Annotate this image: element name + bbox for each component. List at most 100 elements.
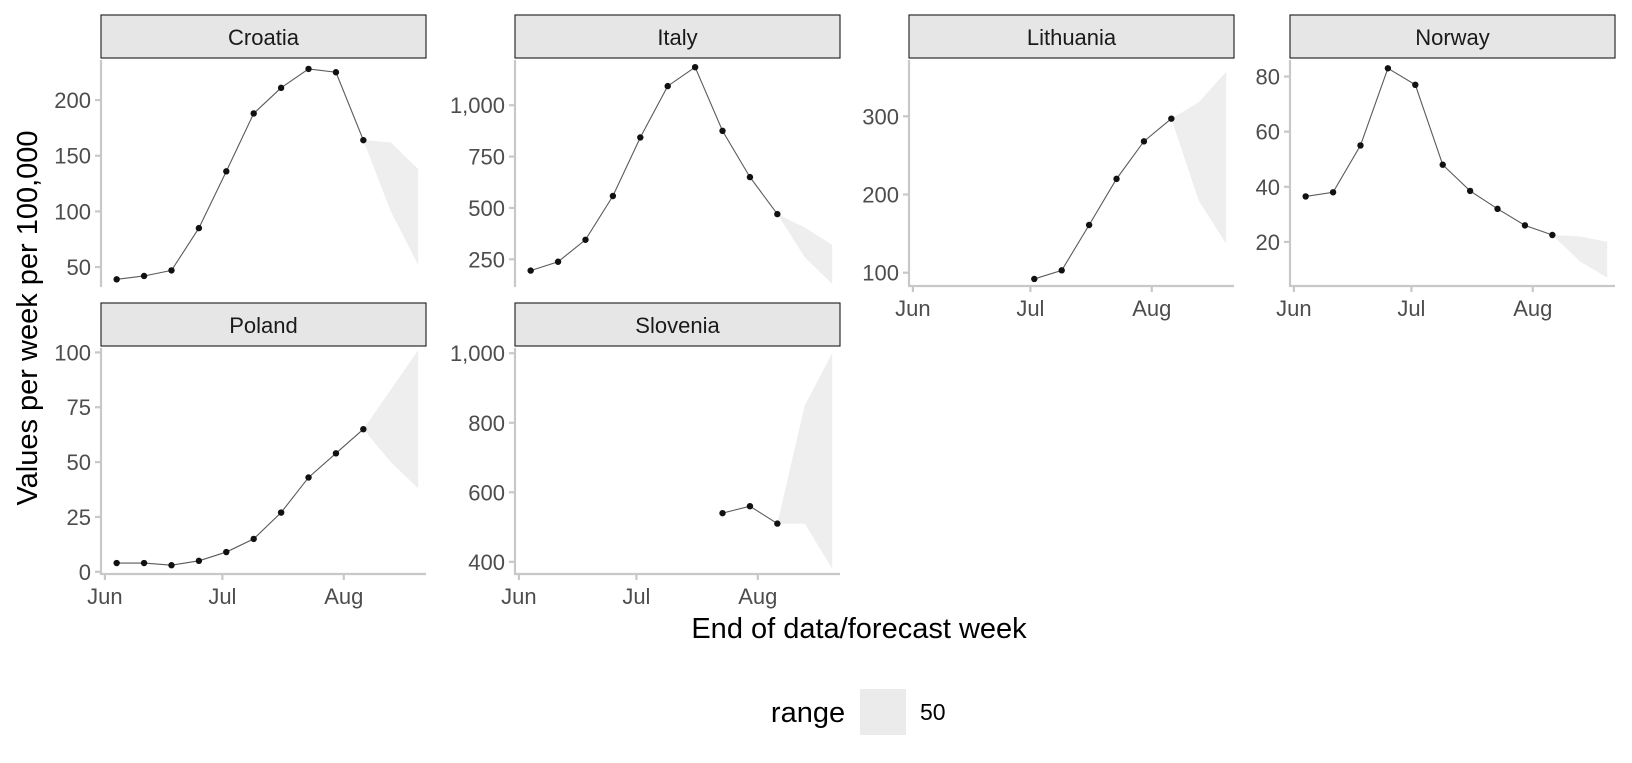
data-point (746, 173, 754, 181)
y-tick-label: 800 (468, 411, 505, 436)
x-tick-label: Jul (622, 584, 650, 609)
data-point (609, 192, 617, 200)
y-tick-label: 300 (862, 104, 899, 129)
facet-strip-lithuania (908, 14, 1235, 59)
data-point (1466, 187, 1474, 195)
legend-label-50: 50 (920, 699, 946, 725)
data-point (277, 84, 285, 92)
facet-strip-poland (100, 302, 427, 347)
range-50-band (1552, 235, 1608, 278)
facet-strip-label: Lithuania (1027, 25, 1117, 50)
data-point (1168, 115, 1175, 122)
legend-key-range-50 (860, 689, 906, 735)
range-50-band (363, 140, 419, 265)
data-point (719, 127, 726, 135)
facet-strip-label: Italy (657, 25, 697, 50)
y-tick-label: 1,000 (450, 93, 505, 118)
data-point (1302, 193, 1309, 200)
data-point (1439, 161, 1446, 168)
data-point (1412, 81, 1419, 89)
data-point (1031, 275, 1038, 283)
facet-strip-label: Croatia (228, 25, 300, 50)
data-point (1384, 65, 1392, 72)
x-tick-label: Aug (738, 584, 777, 609)
panel-lithuania: Lithuania 100 200 300 Jun Jul Aug (862, 14, 1235, 321)
data-point (1549, 231, 1556, 239)
y-tick-label: 100 (54, 340, 91, 365)
data-point (1329, 189, 1337, 196)
facet-strip-label: Slovenia (635, 313, 720, 338)
data-point (250, 535, 257, 543)
y-tick-label: 600 (468, 480, 505, 505)
panel-norway: Norway 20 40 60 80 Jun Jul Aug (1256, 14, 1616, 321)
data-point (360, 425, 367, 433)
data-point (774, 210, 781, 218)
data-point (250, 110, 257, 117)
data-point (168, 562, 175, 569)
x-tick-label: Jun (87, 584, 122, 609)
chart-panels: Croatia50100150200Italy2505007501,000Lit… (54, 14, 1616, 609)
y-tick-label: 750 (468, 145, 505, 170)
x-tick-label: Aug (1132, 296, 1171, 321)
data-point (1140, 138, 1148, 145)
panel-poland: Poland 0 25 50 75 100 Jun Jul Aug (54, 302, 427, 609)
data-point (168, 267, 175, 274)
x-tick-label: Jun (1276, 296, 1311, 321)
y-tick-label: 500 (468, 196, 505, 221)
x-tick-label: Jun (895, 296, 930, 321)
y-tick-label: 50 (67, 450, 91, 475)
data-point (140, 559, 148, 567)
data-point (223, 548, 230, 556)
facet-strip-croatia (100, 14, 427, 59)
observed-series-line (116, 428, 364, 566)
y-tick-label: 1,000 (450, 341, 505, 366)
y-tick-label: 20 (1256, 230, 1280, 255)
y-tick-label: 25 (67, 505, 91, 530)
y-tick-label: 80 (1256, 65, 1280, 90)
y-tick-label: 250 (468, 247, 505, 272)
x-axis-title: End of data/forecast week (691, 613, 1027, 645)
data-point (554, 258, 562, 265)
data-point (223, 168, 230, 175)
data-point (360, 136, 367, 144)
x-tick-label: Jun (501, 584, 536, 609)
data-point (719, 509, 726, 517)
range-50-band (1171, 71, 1227, 244)
data-point (1113, 175, 1120, 183)
data-point (664, 82, 671, 90)
x-tick-label: Aug (1513, 296, 1552, 321)
data-point (332, 450, 340, 457)
facet-strip-slovenia (514, 302, 841, 347)
range-50-band (363, 350, 419, 489)
range-50-band (777, 214, 833, 284)
data-point (277, 509, 285, 516)
data-point (746, 503, 754, 510)
y-tick-label: 50 (67, 255, 91, 280)
y-tick-label: 200 (54, 88, 91, 113)
data-point (582, 236, 589, 243)
data-point (305, 474, 312, 481)
x-tick-label: Aug (324, 584, 363, 609)
data-point (140, 272, 148, 280)
data-point (1357, 142, 1364, 149)
observed-series-line (1034, 118, 1172, 280)
y-axis-title: Values per week per 100,000 (12, 130, 44, 505)
data-point (1521, 222, 1529, 229)
panel-italy: Italy 250 500 750 1,000 (450, 14, 841, 287)
data-point (195, 557, 203, 565)
legend: range 50 (771, 689, 946, 735)
panel-croatia: Croatia 50 100 150 200 (54, 14, 427, 287)
legend-title: range (771, 697, 845, 729)
data-point (1085, 221, 1093, 229)
data-point (1058, 267, 1065, 274)
y-tick-label: 40 (1256, 175, 1280, 200)
range-50-band (777, 353, 833, 569)
y-tick-label: 100 (862, 261, 899, 286)
observed-series-line (1305, 67, 1553, 236)
facet-strip-italy (514, 14, 841, 59)
data-point (691, 63, 699, 71)
data-point (113, 276, 120, 283)
panel-slovenia: Slovenia 400 600 800 1,000 Jun Jul Aug (450, 302, 841, 609)
facet-strip-label: Poland (229, 313, 298, 338)
